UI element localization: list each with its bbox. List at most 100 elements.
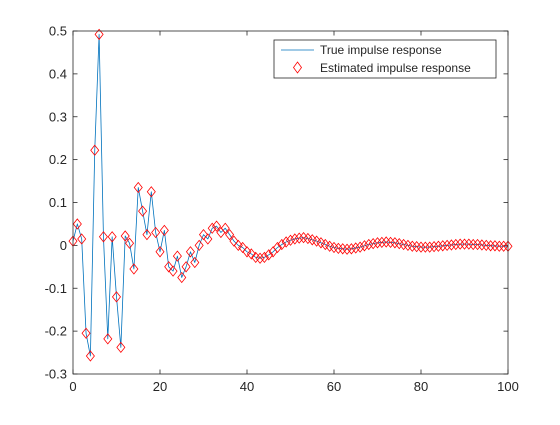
data-point-estimated: [377, 236, 387, 249]
y-axis: -0.3 -0.2 -0.1 0 0.1 0.2 0.3 0.4 0.5: [45, 24, 508, 382]
data-point-estimated: [368, 238, 378, 250]
data-point-estimated: [133, 181, 143, 194]
y-tick-label: -0.2: [45, 324, 67, 339]
y-tick-label: 0.4: [49, 66, 67, 81]
data-point-estimated: [455, 238, 465, 250]
data-point-estimated: [468, 238, 478, 251]
series-layer: [68, 28, 513, 362]
x-tick-label: 40: [240, 379, 254, 394]
data-point-estimated: [238, 241, 248, 254]
y-tick-label: -0.3: [45, 367, 67, 382]
y-tick-label: 0.1: [49, 195, 67, 210]
y-tick-label: 0.3: [49, 109, 67, 124]
data-point-estimated: [138, 205, 148, 217]
data-point-estimated: [277, 238, 287, 251]
plot-background: [73, 31, 508, 374]
data-point-estimated: [151, 226, 161, 239]
data-point-estimated: [381, 236, 391, 248]
data-point-estimated: [499, 240, 509, 252]
data-point-estimated: [285, 234, 296, 246]
data-point-estimated: [425, 241, 435, 253]
x-tick-label: 80: [414, 379, 428, 394]
data-point-estimated: [438, 240, 448, 252]
data-point-estimated: [281, 236, 291, 248]
data-point-estimated: [229, 235, 239, 247]
x-tick-label: 20: [153, 379, 167, 394]
y-tick-label: 0.2: [49, 152, 67, 167]
data-point-estimated: [242, 246, 252, 258]
data-point-estimated: [459, 238, 470, 250]
data-point-estimated: [81, 327, 91, 339]
data-point-estimated: [481, 239, 491, 252]
y-tick-label: 0: [60, 238, 67, 253]
data-point-estimated: [94, 28, 104, 41]
data-point-estimated: [433, 240, 443, 252]
data-point-estimated: [259, 251, 269, 264]
data-point-estimated: [146, 186, 156, 198]
data-point-estimated: [346, 243, 356, 255]
data-point-estimated: [473, 238, 483, 251]
plot-area: [73, 31, 508, 374]
legend-box: [273, 39, 497, 79]
y-tick-label: -0.1: [45, 281, 67, 296]
data-point-estimated: [442, 239, 452, 252]
data-point-estimated: [225, 229, 235, 241]
data-point-estimated: [185, 246, 195, 258]
data-point-estimated: [190, 256, 200, 269]
data-point-estimated: [111, 291, 122, 303]
data-point-estimated: [72, 218, 82, 230]
data-point-estimated: [172, 250, 182, 262]
data-point-estimated: [416, 241, 426, 253]
data-point-estimated: [333, 242, 343, 255]
data-point-estimated: [220, 222, 230, 234]
data-point-estimated: [490, 240, 500, 252]
data-point-estimated: [429, 241, 439, 253]
data-point-estimated: [194, 239, 204, 252]
data-point-estimated: [477, 239, 487, 251]
data-point-estimated: [129, 263, 139, 275]
legend: True impulse response Estimated impulse …: [273, 39, 497, 79]
axes-box: [72, 30, 509, 375]
data-point-estimated: [77, 233, 87, 245]
data-point-estimated: [351, 242, 361, 254]
data-point-estimated: [359, 240, 369, 252]
data-point-estimated: [407, 240, 417, 252]
data-point-estimated: [246, 248, 256, 260]
data-point-estimated: [120, 230, 130, 242]
data-point-estimated: [164, 261, 174, 273]
data-point-estimated: [159, 224, 169, 237]
data-point-estimated: [412, 241, 422, 253]
legend-marker-swatch: [293, 61, 302, 74]
y-tick-label: 0.5: [49, 24, 67, 39]
x-tick-label: 100: [497, 379, 519, 394]
data-point-estimated: [420, 241, 430, 253]
legend-label-true: True impulse response: [320, 43, 442, 57]
x-axis: 0 20 40 60 80 100: [69, 31, 519, 394]
data-point-estimated: [207, 222, 217, 234]
legend-label-estimated: Estimated impulse response: [320, 61, 471, 75]
series-line-true-impulse-response: [72, 34, 508, 357]
data-point-estimated: [486, 240, 496, 252]
data-point-estimated: [125, 237, 135, 249]
data-point-estimated: [290, 233, 300, 245]
x-tick-label: 0: [69, 379, 76, 394]
data-point-estimated: [198, 229, 209, 241]
data-point-estimated: [107, 231, 117, 243]
data-point-estimated: [233, 239, 243, 252]
x-tick-label: 60: [327, 379, 341, 394]
data-point-estimated: [116, 341, 126, 354]
data-point-estimated: [364, 238, 374, 251]
data-point-estimated: [98, 231, 108, 243]
data-point-estimated: [342, 243, 352, 255]
data-point-estimated: [203, 233, 213, 245]
data-point-estimated: [255, 252, 265, 264]
data-point-estimated: [355, 241, 365, 253]
axes-frame: [72, 30, 509, 375]
data-point-estimated: [338, 243, 348, 255]
data-point-estimated: [451, 238, 461, 251]
data-point-estimated: [272, 241, 282, 254]
data-point-estimated: [294, 232, 304, 244]
data-point-estimated: [168, 265, 178, 277]
